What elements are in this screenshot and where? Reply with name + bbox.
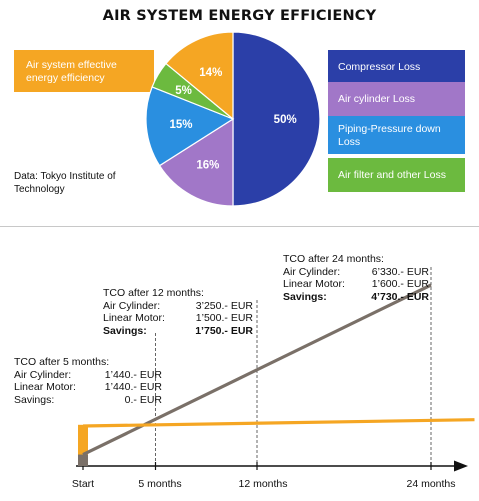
- series-line-linear-motor: [82, 418, 475, 428]
- legend-compressor-loss-label: Compressor Loss: [338, 60, 421, 73]
- tco-row-label: Savings:: [14, 393, 55, 406]
- section-divider: [0, 226, 479, 227]
- tco-row-label: Air Cylinder:: [283, 265, 341, 278]
- tco-savings-value: 1’750.- EUR: [195, 324, 253, 337]
- tco-annotation-title: TCO after 5 months:: [14, 356, 110, 368]
- source-note: Data: Tokyo Institute of Technology: [14, 171, 116, 195]
- tco-row-value: 0.- EUR: [124, 393, 162, 406]
- pie-slice-label: 5%: [175, 85, 192, 97]
- tco-row-value: 3’250.- EUR: [195, 299, 253, 312]
- pie-slice-label: 15%: [169, 119, 192, 131]
- pie-slice-label: 16%: [196, 160, 219, 172]
- start-cost-bar-air-cylinder: [78, 454, 88, 466]
- tco-row-label: Air Cylinder:: [103, 299, 161, 312]
- legend-compressor-loss: Compressor Loss: [328, 50, 465, 84]
- pie-slice-air-system-effective-energy-efficiency: [165, 31, 234, 121]
- x-tick-label: 24 months: [406, 478, 456, 490]
- legend-air-filter-loss: Air filter and other Loss: [328, 158, 465, 192]
- tco-annotation-title: TCO after 12 months:: [103, 287, 204, 299]
- tco-row-label: Savings:: [103, 324, 147, 337]
- tco-row-label: Air Cylinder:: [14, 368, 72, 381]
- pie-slice-label: 50%: [274, 114, 297, 126]
- tco-row-label: Linear Motor:: [283, 278, 345, 290]
- tco-row-value: 1’500.- EUR: [195, 312, 253, 324]
- legend-effective-efficiency-label: Air system effective energy efficiency: [26, 59, 117, 84]
- chart-title: AIR SYSTEM ENERGY EFFICIENCY: [102, 8, 377, 24]
- tco-row-label: Linear Motor:: [103, 312, 165, 324]
- legend-air-filter-loss-label: Air filter and other Loss: [338, 168, 446, 181]
- pie-slice-air-cylinder-loss: [158, 117, 234, 207]
- tco-row-label: Savings:: [283, 290, 327, 303]
- tco-savings-value: 4’730.- EUR: [371, 290, 429, 303]
- tco-row-value: 1’440.- EUR: [104, 368, 162, 381]
- pie-slice-piping-pressure-down-loss: [145, 86, 235, 167]
- x-tick-label: Start: [71, 478, 95, 490]
- x-axis-arrow-icon: [454, 460, 468, 472]
- legend-air-cylinder-loss-label: Air cylinder Loss: [338, 92, 416, 105]
- x-tick-label: 5 months: [138, 478, 182, 490]
- tco-annotation-12-months: TCO after 12 months: Air Cylinder: 3’250.…: [103, 287, 253, 337]
- pie-slice-compressor-loss: [232, 31, 321, 207]
- tco-row-value: 1’600.- EUR: [371, 278, 429, 290]
- pie-chart: 50% 16% 15% 5% 14%: [145, 31, 321, 207]
- tco-row-label: Linear Motor:: [14, 381, 76, 393]
- legend-piping-loss-label: Piping-Pressure down Loss: [338, 123, 441, 148]
- legend-piping-loss: Piping-Pressure down Loss: [328, 116, 465, 154]
- legend-air-cylinder-loss: Air cylinder Loss: [328, 82, 465, 116]
- tco-row-value: 6’330.- EUR: [371, 265, 429, 278]
- tco-annotation-24-months: TCO after 24 months: Air Cylinder: 6’330.…: [283, 253, 429, 303]
- start-cost-bar: [78, 424, 88, 466]
- tco-annotation-5-months: TCO after 5 months: Air Cylinder: 1’440.-…: [14, 356, 162, 406]
- pie-slice-label: 14%: [199, 67, 222, 79]
- x-tick-label: 12 months: [238, 478, 288, 490]
- tco-annotation-title: TCO after 24 months:: [283, 253, 384, 265]
- tco-row-value: 1’440.- EUR: [104, 381, 162, 393]
- legend-effective-efficiency: Air system effective energy efficiency: [14, 50, 154, 92]
